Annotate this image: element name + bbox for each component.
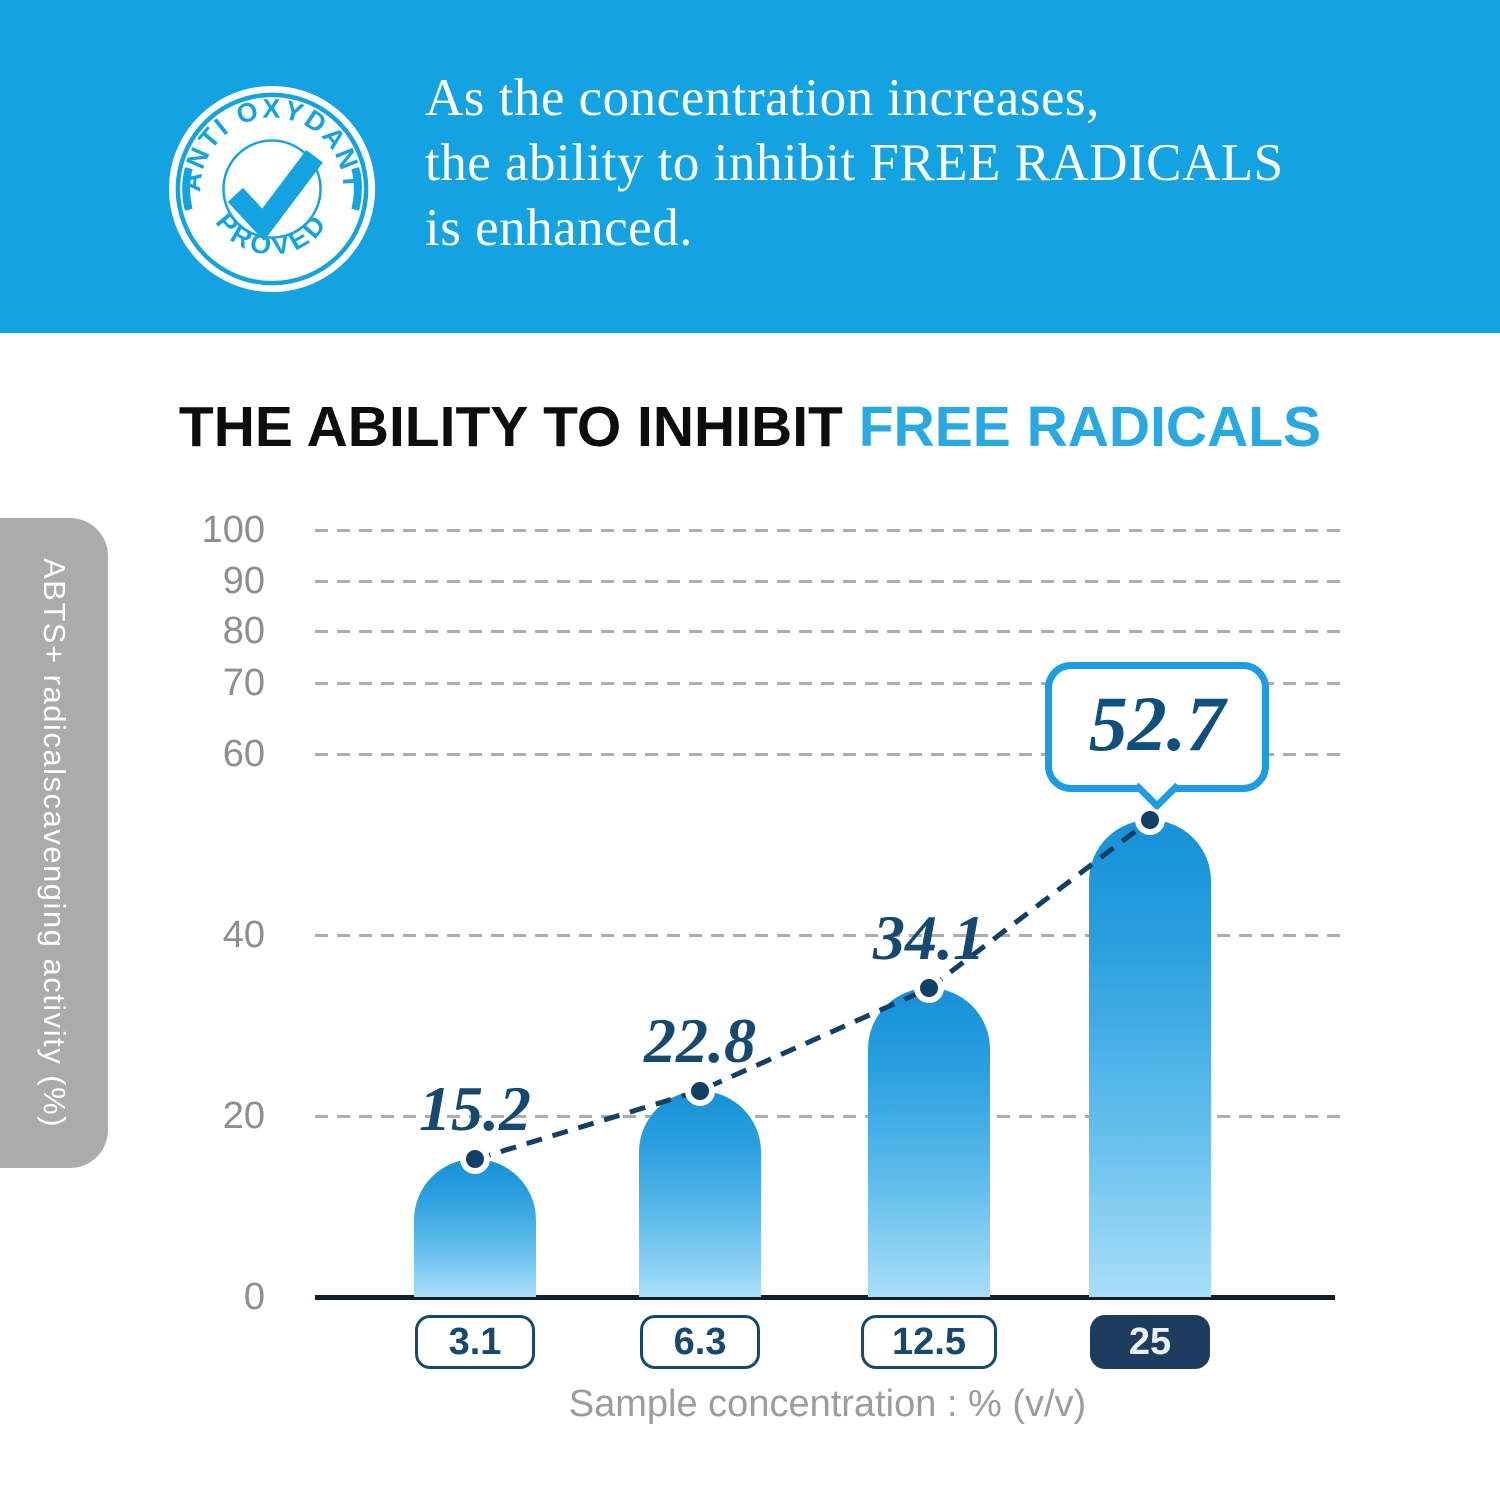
y-axis-label-bar: ABTS+ radicalscavenging activity (%): [0, 518, 108, 1168]
badge-left-arc: [182, 167, 193, 211]
banner-headline-line2: the ability to inhibit FREE RADICALS: [425, 134, 1284, 192]
y-tick-20: 20: [222, 1095, 265, 1137]
x-axis-line: [315, 1295, 1335, 1300]
bar-12.5: [868, 988, 990, 1297]
value-label-12.5: 34.1: [873, 902, 985, 974]
badge-right-arc: [351, 167, 362, 211]
data-point-12.5: [914, 973, 944, 1004]
banner-headline-line3: is enhanced.: [425, 199, 693, 257]
callout-tail: [1133, 764, 1181, 811]
y-tick-70: 70: [222, 662, 265, 704]
y-tick-90: 90: [222, 560, 265, 602]
gridline-70: [315, 682, 1340, 685]
gridline-100: [315, 529, 1340, 532]
antioxidant-proved-badge: ANTI OXYDANT PROVED: [168, 85, 376, 293]
banner-headline: As the concentration increases, the abil…: [425, 66, 1284, 261]
callout-value: 52.7: [1088, 680, 1226, 767]
value-callout: 52.7: [1045, 662, 1269, 811]
data-point-3.1: [460, 1144, 490, 1175]
x-category-3.1: 3.1: [415, 1315, 535, 1369]
data-point-25: [1135, 805, 1165, 836]
page-title: THE ABILITY TO INHIBIT FREE RADICALS: [0, 394, 1500, 460]
y-axis-label: ABTS+ radicalscavenging activity (%): [37, 557, 72, 1128]
page-title-blue: FREE RADICALS: [858, 395, 1322, 459]
y-tick-40: 40: [222, 914, 265, 956]
y-tick-0: 0: [243, 1276, 265, 1318]
bar-6.3: [639, 1090, 761, 1297]
data-point-6.3: [685, 1075, 715, 1106]
value-label-3.1: 15.2: [419, 1073, 531, 1145]
trend-line-path: [474, 818, 1152, 1162]
bar-25: [1089, 820, 1211, 1297]
x-category-25: 25: [1090, 1315, 1210, 1369]
y-tick-100: 100: [201, 509, 265, 551]
gridline-90: [315, 580, 1340, 583]
banner-headline-line1: As the concentration increases,: [425, 69, 1100, 127]
gridline-80: [315, 630, 1340, 633]
x-category-6.3: 6.3: [640, 1315, 760, 1369]
value-label-6.3: 22.8: [644, 1004, 756, 1076]
bar-3.1: [414, 1159, 536, 1297]
gridline-60: [315, 753, 1340, 756]
x-axis-label: Sample concentration : % (v/v): [568, 1383, 1087, 1425]
badge-blue-ring: [175, 92, 369, 286]
y-tick-60: 60: [222, 733, 265, 775]
banner: ANTI OXYDANT PROVED As the concentration…: [0, 0, 1500, 333]
check-icon: [227, 150, 323, 241]
x-category-12.5: 12.5: [861, 1315, 997, 1369]
page-title-black: THE ABILITY TO INHIBIT: [178, 395, 859, 459]
y-tick-80: 80: [222, 610, 265, 652]
